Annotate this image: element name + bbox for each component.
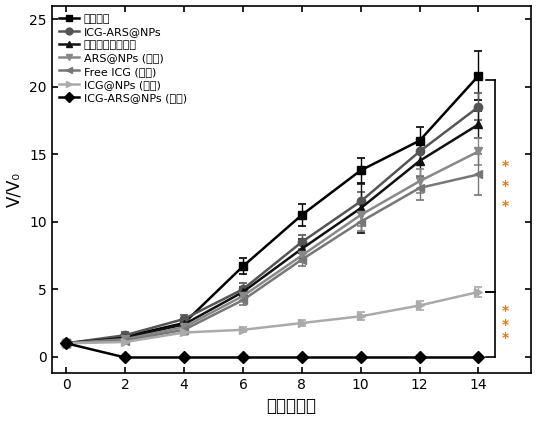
Text: *: * — [502, 331, 509, 345]
Text: *: * — [502, 199, 509, 213]
Y-axis label: V/V₀: V/V₀ — [5, 172, 24, 207]
Text: *: * — [502, 159, 509, 173]
Text: *: * — [502, 179, 509, 193]
Text: *: * — [502, 304, 509, 318]
X-axis label: 时间（天）: 时间（天） — [266, 397, 316, 416]
Text: *: * — [502, 318, 509, 332]
Legend: 生理盐水, ICG-ARS@NPs, 生理盐水（光照）, ARS@NPs (光照), Free ICG (光照), ICG@NPs (光照), ICG-ARS@: 生理盐水, ICG-ARS@NPs, 生理盐水（光照）, ARS@NPs (光照… — [57, 11, 189, 105]
